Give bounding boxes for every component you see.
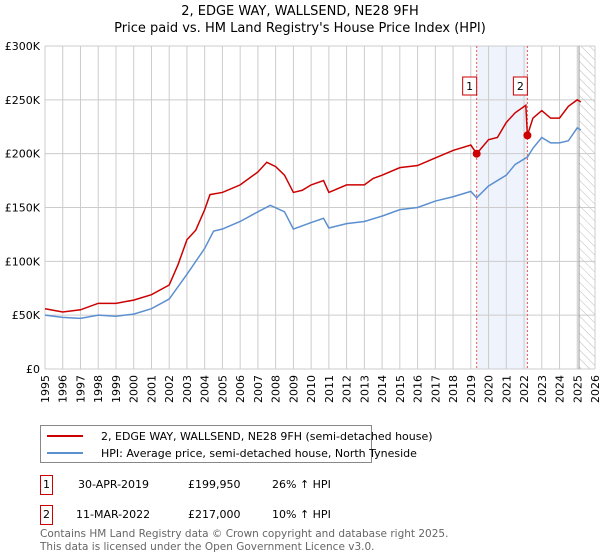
legend-item-property: 2, EDGE WAY, WALLSEND, NE28 9FH (semi-de…: [47, 428, 433, 444]
transaction-date: 11-MAR-2022: [76, 508, 151, 521]
x-tick-label: 2002: [163, 375, 176, 403]
x-tick-label: 2022: [518, 375, 531, 403]
y-tick-label: £100K: [5, 255, 41, 268]
footer: Contains HM Land Registry data © Crown c…: [40, 528, 448, 554]
x-tick-label: 1996: [57, 375, 70, 403]
x-tick-label: 2012: [341, 375, 354, 403]
x-tick-label: 2025: [571, 375, 584, 403]
sale-point-marker: [472, 149, 481, 158]
x-tick-label: 2016: [412, 375, 425, 403]
x-tick-label: 2009: [287, 375, 300, 403]
x-tick-label: 2017: [429, 375, 442, 403]
y-tick-label: £0: [26, 363, 40, 376]
y-tick-label: £150K: [5, 202, 41, 215]
x-tick-label: 2007: [252, 375, 265, 403]
transaction-date: 30-APR-2019: [78, 478, 150, 491]
property-series-line: [44, 98, 582, 313]
x-tick-label: 2013: [358, 375, 371, 403]
x-tick-label: 2004: [199, 375, 212, 403]
x-tick-label: 2003: [181, 375, 194, 403]
x-tick-label: 2005: [216, 375, 229, 403]
x-tick-label: 2006: [234, 375, 247, 403]
transaction-number: 2: [40, 505, 53, 525]
legend: 2, EDGE WAY, WALLSEND, NE28 9FH (semi-de…: [40, 425, 433, 463]
annotation-label: 2: [517, 80, 524, 93]
x-tick-label: 2019: [465, 375, 478, 403]
x-tick-label: 1998: [92, 375, 105, 403]
x-tick-label: 2020: [483, 375, 496, 403]
transaction-hpi: 10% ↑ HPI: [272, 508, 331, 521]
x-tick-label: 1999: [110, 375, 123, 403]
legend-item-hpi: HPI: Average price, semi-detached house,…: [47, 445, 417, 461]
x-tick-label: 2008: [270, 375, 283, 403]
transaction-number: 1: [40, 475, 53, 495]
x-tick-label: 2021: [500, 375, 513, 403]
annotation-label: 1: [466, 80, 473, 93]
y-tick-label: £300K: [5, 40, 41, 53]
annotation-box: [462, 76, 478, 96]
x-tick-label: 2018: [447, 375, 460, 403]
x-tick-label: 2010: [305, 375, 318, 403]
annotation-box: [512, 76, 528, 96]
y-tick-label: £200K: [5, 148, 41, 161]
transaction-price: £199,950: [188, 478, 241, 491]
transaction-hpi: 26% ↑ HPI: [272, 478, 331, 491]
transaction-price: £217,000: [188, 508, 241, 521]
x-tick-label: 2026: [589, 375, 600, 403]
x-tick-label: 2015: [394, 375, 407, 403]
y-tick-label: £50K: [12, 309, 41, 322]
sale-point-marker: [523, 131, 532, 140]
price-chart: 1995 1996 1997 1998 1999 2000 2001 2002 2003 2004…: [5, 40, 600, 403]
x-tick-label: 2000: [128, 375, 141, 403]
x-tick-label: 2023: [536, 375, 549, 403]
x-tick-label: 2001: [145, 375, 158, 403]
legend-label: 2, EDGE WAY, WALLSEND, NE28 9FH (semi-de…: [101, 429, 433, 443]
y-tick-label: £250K: [5, 94, 41, 107]
footer-line: This data is licensed under the Open Gov…: [40, 541, 375, 553]
x-tick-label: 1995: [39, 375, 52, 403]
chart-title: 2, EDGE WAY, WALLSEND, NE28 9FH: [181, 4, 419, 19]
footer-line: Contains HM Land Registry data © Crown c…: [40, 528, 449, 540]
legend-label: HPI: Average price, semi-detached house,…: [101, 446, 417, 460]
hpi-series-line: [44, 126, 582, 320]
x-tick-label: 1997: [74, 375, 87, 403]
x-tick-label: 2011: [323, 375, 336, 403]
chart-subtitle: Price paid vs. HM Land Registry's House …: [114, 21, 486, 36]
x-tick-label: 2014: [376, 375, 389, 403]
x-tick-label: 2024: [554, 375, 567, 403]
